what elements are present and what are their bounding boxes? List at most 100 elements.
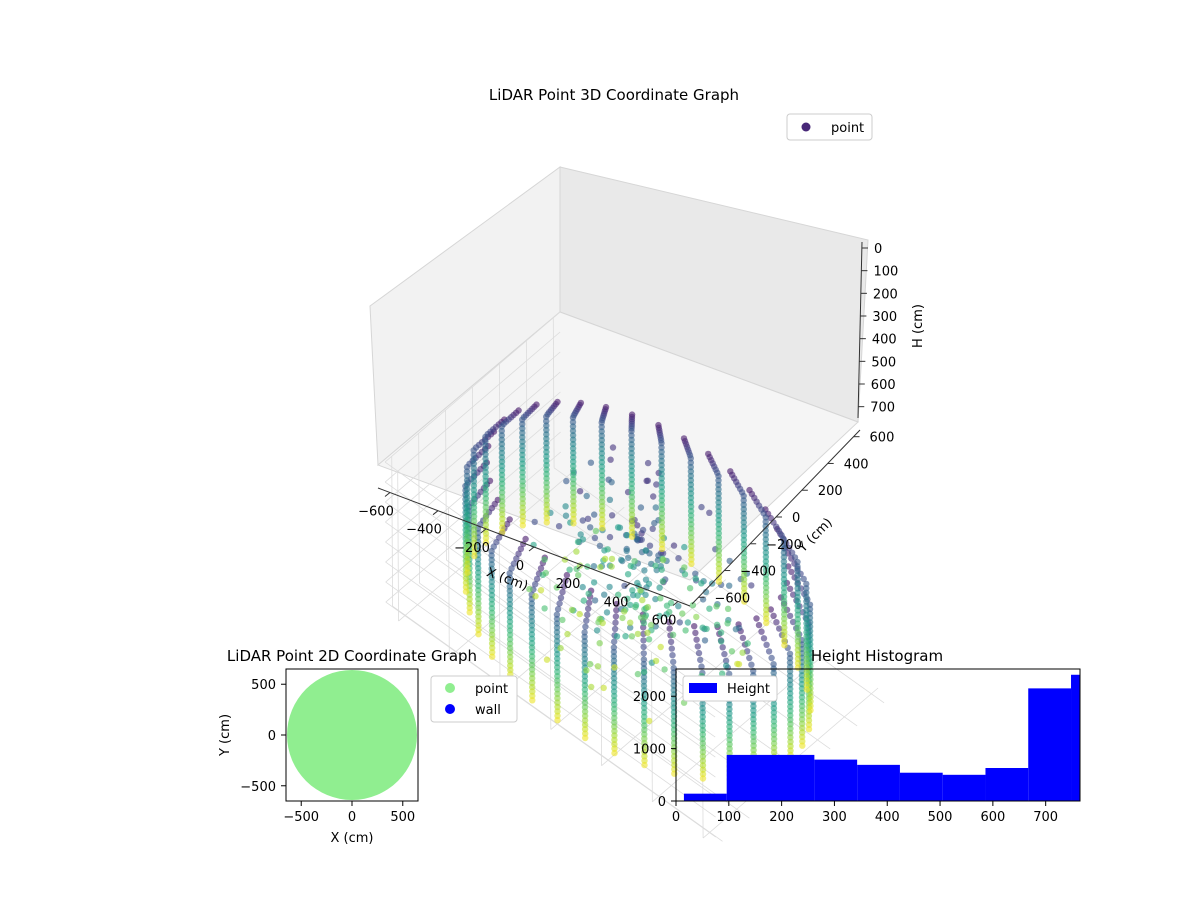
point-3d xyxy=(554,668,561,675)
point-3d xyxy=(470,495,478,503)
point-3d xyxy=(471,548,478,555)
point-3d xyxy=(656,612,663,620)
point-3d xyxy=(606,533,614,541)
point-3d xyxy=(798,694,806,701)
point-3d xyxy=(640,668,648,676)
point-3d xyxy=(554,686,561,693)
point-3d xyxy=(613,607,620,614)
point-3d xyxy=(699,713,706,721)
point-3d xyxy=(715,534,722,541)
point-3d xyxy=(658,514,666,522)
point-3d xyxy=(570,520,577,527)
point-3d xyxy=(649,525,656,532)
point-3d xyxy=(628,436,635,444)
point-3d xyxy=(658,466,665,473)
point-3d xyxy=(623,532,631,539)
point-3d xyxy=(581,642,588,649)
point-3d xyxy=(780,567,788,574)
point-3d xyxy=(640,687,648,694)
point-3d xyxy=(462,584,470,591)
point-3d xyxy=(586,599,593,606)
point-3d xyxy=(658,492,665,500)
point-3d xyxy=(770,735,778,743)
point-3d xyxy=(482,460,489,467)
point-3d xyxy=(794,638,802,645)
grid-line xyxy=(391,456,393,607)
point-3d xyxy=(598,441,605,448)
point-3d xyxy=(740,572,748,579)
point-3d xyxy=(569,423,577,430)
point-3d xyxy=(488,556,495,564)
point-3d xyxy=(787,721,794,728)
point-3d xyxy=(470,456,477,463)
point-3d xyxy=(466,609,473,616)
point-3d xyxy=(798,702,806,710)
point-3d xyxy=(639,596,646,604)
point-3d xyxy=(601,591,608,598)
x-tick xyxy=(528,546,535,552)
point-3d xyxy=(787,747,794,754)
point-3d xyxy=(596,542,604,550)
histogram-bar xyxy=(814,759,858,801)
point-3d xyxy=(598,481,606,488)
point-3d xyxy=(528,639,536,647)
point-3d xyxy=(628,463,635,470)
point-3d xyxy=(746,654,753,662)
point-3d xyxy=(581,708,589,715)
point-3d xyxy=(658,510,666,517)
point-3d xyxy=(688,543,695,550)
point-3d xyxy=(669,652,676,659)
point-3d xyxy=(598,498,606,505)
point-3d xyxy=(470,513,478,520)
point-3d xyxy=(748,582,755,589)
point-3d xyxy=(719,670,726,677)
point-3d xyxy=(579,583,586,591)
ticks-histogram: 0 100 200 300 400 500 600 700 0 1000 2000 xyxy=(633,690,1058,825)
point-3d xyxy=(781,628,788,636)
point-3d xyxy=(529,692,536,700)
point-3d xyxy=(644,629,651,636)
point-3d xyxy=(762,536,769,543)
point-3d xyxy=(613,600,620,608)
x-tick xyxy=(384,492,391,497)
x-tick-label-histogram: 600 xyxy=(980,810,1005,825)
histogram-bar xyxy=(857,764,900,801)
point-3d xyxy=(591,597,599,604)
point-3d xyxy=(702,588,710,596)
point-3d xyxy=(644,603,651,611)
point-3d xyxy=(608,563,615,570)
point-3d xyxy=(482,486,489,493)
point-3d xyxy=(715,574,723,581)
point-3d xyxy=(533,575,541,583)
point-3d xyxy=(799,729,806,736)
point-3d xyxy=(658,484,665,491)
point-3d xyxy=(606,583,613,591)
point-3d xyxy=(670,658,677,666)
point-3d xyxy=(615,591,622,598)
y-tick-label: −200 xyxy=(766,538,802,553)
grid-line xyxy=(552,317,555,468)
point-3d xyxy=(628,515,636,523)
point-3d xyxy=(554,677,561,684)
point-3d xyxy=(803,673,810,680)
point-3d xyxy=(570,515,577,523)
point-3d xyxy=(569,440,577,448)
point-3d xyxy=(557,644,564,652)
point-3d xyxy=(499,515,506,523)
point-3d xyxy=(519,522,526,529)
point-3d xyxy=(517,545,525,552)
point-3d xyxy=(798,685,806,692)
point-3d xyxy=(519,478,526,485)
point-3d xyxy=(676,619,683,626)
point-3d xyxy=(584,611,591,618)
grid-line xyxy=(652,651,828,803)
point-3d xyxy=(482,477,489,485)
point-3d xyxy=(787,729,794,737)
point-3d xyxy=(528,622,536,629)
point-3d xyxy=(715,565,723,572)
point-3d xyxy=(787,712,794,719)
point-3d xyxy=(541,605,548,612)
point-3d xyxy=(640,637,647,644)
point-3d xyxy=(641,704,648,712)
